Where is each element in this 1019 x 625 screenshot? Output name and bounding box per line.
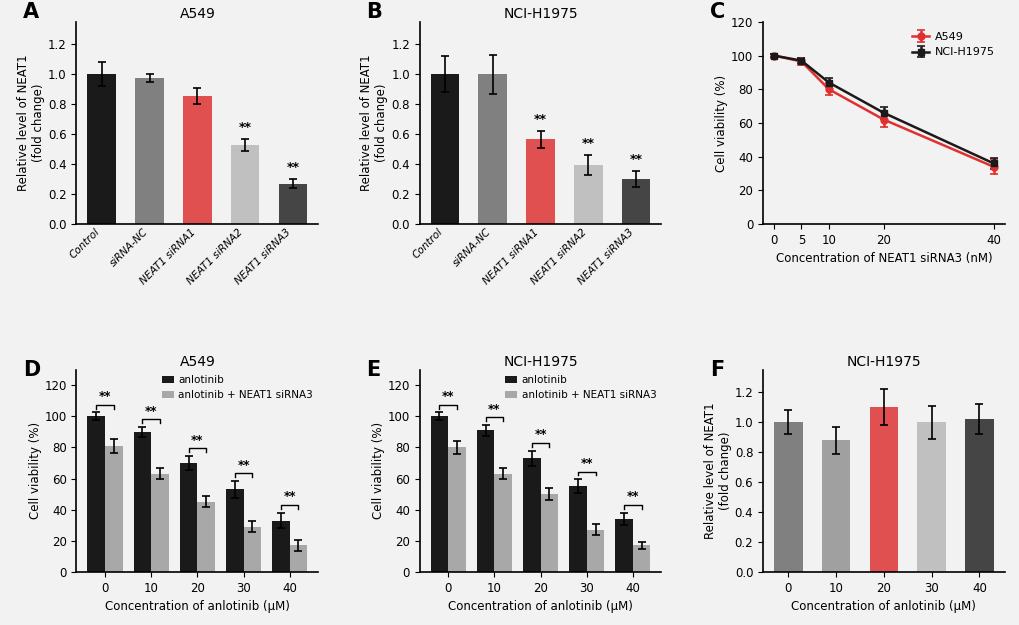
Bar	[151, 474, 168, 572]
Bar	[526, 139, 554, 224]
Text: **: **	[441, 390, 454, 403]
Y-axis label: Cell viability (%): Cell viability (%)	[372, 422, 384, 519]
Bar	[614, 519, 633, 572]
Bar	[868, 407, 898, 572]
Text: C: C	[709, 2, 725, 22]
Text: **: **	[191, 434, 204, 447]
Title: A549: A549	[179, 7, 215, 21]
Text: **: **	[534, 113, 546, 126]
Bar	[569, 486, 586, 572]
Title: NCI-H1975: NCI-H1975	[846, 354, 920, 369]
Text: A: A	[23, 2, 40, 22]
Text: **: **	[283, 491, 296, 503]
Bar	[477, 431, 494, 572]
Bar	[821, 440, 850, 572]
Bar	[540, 494, 557, 572]
Bar	[773, 422, 802, 572]
Bar	[244, 527, 261, 572]
Bar	[133, 432, 151, 572]
Y-axis label: Cell viability (%): Cell viability (%)	[29, 422, 42, 519]
Bar	[278, 184, 307, 224]
Bar	[478, 74, 506, 224]
Bar	[633, 546, 650, 572]
Bar	[105, 446, 122, 572]
Text: **: **	[238, 121, 252, 134]
Y-axis label: Relative level of NEAT1
(fold change): Relative level of NEAT1 (fold change)	[360, 54, 388, 191]
Legend: anlotinib, anlotinib + NEAT1 siRNA3: anlotinib, anlotinib + NEAT1 siRNA3	[161, 375, 313, 400]
X-axis label: Concentration of anlotinib (μM): Concentration of anlotinib (μM)	[105, 600, 289, 613]
Bar	[88, 74, 116, 224]
X-axis label: Concentration of anlotinib (μM): Concentration of anlotinib (μM)	[447, 600, 633, 613]
Text: **: **	[626, 491, 639, 503]
Y-axis label: Relative level of NEAT1
(fold change): Relative level of NEAT1 (fold change)	[703, 402, 731, 539]
Bar	[586, 530, 603, 572]
Text: **: **	[488, 402, 500, 416]
X-axis label: Concentration of anlotinib (μM): Concentration of anlotinib (μM)	[791, 600, 975, 613]
Bar	[523, 458, 540, 572]
Bar	[182, 96, 212, 224]
Bar	[88, 416, 105, 572]
Y-axis label: Cell viability (%): Cell viability (%)	[714, 74, 728, 171]
Bar	[964, 419, 993, 572]
Title: A549: A549	[179, 354, 215, 369]
Bar	[494, 474, 512, 572]
Text: B: B	[366, 2, 382, 22]
Legend: A549, NCI-H1975: A549, NCI-H1975	[907, 28, 999, 62]
Bar	[622, 179, 650, 224]
Bar	[574, 165, 602, 224]
Bar	[447, 448, 466, 572]
Text: F: F	[709, 359, 723, 379]
Bar	[272, 521, 289, 572]
Text: **: **	[580, 457, 592, 470]
Bar	[230, 146, 259, 224]
Bar	[197, 502, 215, 572]
Text: **: **	[286, 161, 300, 174]
X-axis label: Concentration of NEAT1 siRNA3 (nM): Concentration of NEAT1 siRNA3 (nM)	[774, 253, 991, 266]
Text: **: **	[581, 137, 594, 150]
Bar	[430, 74, 459, 224]
Text: E: E	[366, 359, 380, 379]
Y-axis label: Relative level of NEAT1
(fold change): Relative level of NEAT1 (fold change)	[17, 54, 45, 191]
Bar	[430, 416, 447, 572]
Text: **: **	[99, 390, 111, 403]
Legend: anlotinib, anlotinib + NEAT1 siRNA3: anlotinib, anlotinib + NEAT1 siRNA3	[504, 375, 655, 400]
Text: **: **	[629, 152, 642, 166]
Bar	[136, 78, 164, 224]
Bar	[289, 546, 307, 572]
Title: NCI-H1975: NCI-H1975	[502, 7, 578, 21]
Text: **: **	[145, 405, 157, 418]
Bar	[226, 489, 244, 572]
Bar	[179, 463, 197, 572]
Text: **: **	[237, 459, 250, 471]
Text: **: **	[534, 428, 546, 441]
Text: D: D	[23, 359, 41, 379]
Bar	[916, 422, 945, 572]
Title: NCI-H1975: NCI-H1975	[502, 354, 578, 369]
